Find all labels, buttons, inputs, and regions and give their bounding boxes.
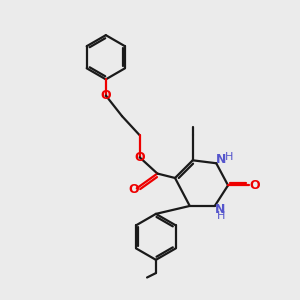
Text: N: N bbox=[216, 153, 227, 166]
Text: H: H bbox=[224, 152, 233, 162]
Text: O: O bbox=[250, 179, 260, 192]
Text: O: O bbox=[134, 151, 145, 164]
Text: O: O bbox=[100, 89, 111, 102]
Text: N: N bbox=[215, 203, 225, 216]
Text: H: H bbox=[217, 211, 225, 221]
Text: O: O bbox=[128, 183, 139, 196]
